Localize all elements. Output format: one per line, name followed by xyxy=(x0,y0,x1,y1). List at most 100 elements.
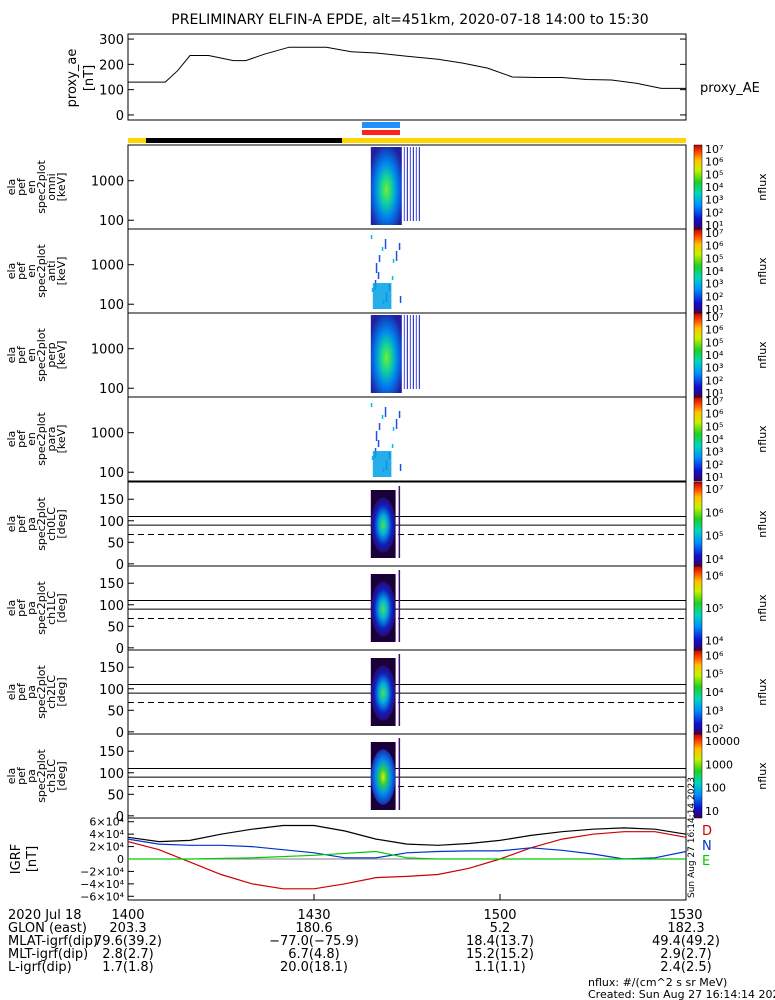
pa-stripe xyxy=(398,486,401,558)
pa-colorbar-tick: 10⁵ xyxy=(705,530,723,543)
ephem-row-label: L-igrf(dip) xyxy=(8,960,72,975)
energy-speckle xyxy=(392,427,395,431)
pa-panel-frame xyxy=(127,565,687,651)
energy-ylabel-2: en xyxy=(25,348,38,362)
energy-panel-3: 1001000elapefenspec2plotpara[keV]10¹10²1… xyxy=(5,395,769,484)
energy-colorbar-tick: 10¹ xyxy=(705,471,723,484)
energy-ylabel-2: perp xyxy=(45,342,58,367)
pa-colorbar-tick: 10⁷ xyxy=(705,483,723,496)
energy-speckle xyxy=(399,464,402,471)
energy-ylabel-2: ela xyxy=(5,347,18,364)
energy-speckle xyxy=(370,235,373,239)
energy-panel-0: 1001000elapefenspec2plotomni[keV]10¹10²1… xyxy=(5,143,769,232)
energy-ylabel-1: [keV] xyxy=(55,257,68,286)
time-axis xyxy=(127,894,687,900)
energy-colorbar-tick: 10⁷ xyxy=(705,143,723,156)
energy-colorbar-tick: 10⁵ xyxy=(705,336,723,349)
energy-colorbar-label: nflux xyxy=(756,173,769,201)
energy-stripe xyxy=(409,315,411,389)
igrf-legend-e: E xyxy=(702,854,710,869)
pa-colorbar-label: nflux xyxy=(756,594,769,622)
energy-colorbar-tick: 10⁵ xyxy=(705,252,723,265)
pa-ytick-label: 50 xyxy=(107,788,124,803)
igrf-ytick-label: −4×10⁴ xyxy=(80,878,124,891)
pa-colorbar-tick: 10⁴ xyxy=(705,553,724,566)
energy-ylabel-3: en xyxy=(25,432,38,446)
pa-colorbar-tick: 10⁴ xyxy=(705,634,724,647)
pa-colorbar-tick: 10⁶ xyxy=(705,570,724,583)
pa-colorbar-tick: 10⁶ xyxy=(705,649,724,662)
ephem-cell: 79.6(39.2) xyxy=(94,934,162,949)
energy-ylabel-3: spec2plot xyxy=(35,412,48,466)
energy-ylabel-3: para xyxy=(45,427,58,452)
igrf-ytick-label: 4×10⁴ xyxy=(89,828,124,841)
pa-ytick-label: 100 xyxy=(99,515,124,530)
pa-colorbar-tick: 1000 xyxy=(705,758,733,771)
igrf-series-e xyxy=(128,850,686,860)
pa-ylabel-1: pa xyxy=(25,601,38,615)
pa-ytick-label: 0 xyxy=(116,810,124,825)
energy-ylabel-3: ela xyxy=(5,431,18,448)
pa-colorbar-1 xyxy=(693,565,703,651)
ephem-cell: 1430 xyxy=(297,908,330,923)
pa-ytick-label: 100 xyxy=(99,599,124,614)
pa-ylabel-3: pef xyxy=(15,766,28,785)
ae-series-line xyxy=(128,46,686,89)
energy-colorbar-tick: 10¹ xyxy=(705,303,723,316)
pa-ylabel-3: pa xyxy=(25,769,38,783)
energy-colorbar-tick: 10¹ xyxy=(705,387,723,400)
energy-colorbar-tick: 10⁶ xyxy=(705,408,724,421)
ephem-cell: 203.3 xyxy=(109,921,146,936)
energy-colorbar-2 xyxy=(693,312,703,398)
pa-spectrogram xyxy=(370,497,396,553)
pa-spectrogram xyxy=(370,665,396,721)
ephem-row-label: MLAT-igrf(dip) xyxy=(8,934,98,949)
energy-colorbar-tick: 10² xyxy=(705,206,723,219)
igrf-ylabel-1: IGRF xyxy=(9,844,24,874)
igrf-series-d xyxy=(127,831,687,890)
igrf-timestamp: Sun Aug 27 16:14:14 2023 xyxy=(687,777,697,898)
pitch-angle-panels: 050100150elapefpaspec2plotch0LC[deg]10⁴1… xyxy=(5,481,769,825)
energy-ylabel-0: en xyxy=(25,180,38,194)
pa-ytick-label: 50 xyxy=(107,620,124,635)
energy-ytick-label: 1000 xyxy=(91,175,124,190)
ephem-cell: 1400 xyxy=(111,908,144,923)
energy-stripe xyxy=(406,315,408,389)
energy-speckle xyxy=(395,251,398,261)
ephem-cell: 180.6 xyxy=(295,921,332,936)
footer-units: nflux: #/(cm^2 s sr MeV) xyxy=(588,976,727,989)
energy-speckle xyxy=(371,456,374,460)
pa-ylabel-0: [deg] xyxy=(55,509,68,538)
igrf-ytick-label: 0 xyxy=(117,853,124,866)
energy-speckle xyxy=(381,415,384,419)
pa-ytick-label: 0 xyxy=(116,558,124,573)
energy-ylabel-2: spec2plot xyxy=(35,328,48,382)
pa-ylabel-1: ela xyxy=(5,600,18,617)
pa-stripe xyxy=(398,738,401,810)
energy-speckle xyxy=(391,276,394,280)
igrf-panel: IGRF [nT] −6×10⁴−4×10⁴−2×10⁴02×10⁴4×10⁴6… xyxy=(9,777,712,903)
energy-speckle xyxy=(370,403,373,407)
pa-spectrogram xyxy=(370,581,396,637)
ae-legend: proxy_AE xyxy=(700,81,760,96)
energy-colorbar-label: nflux xyxy=(756,341,769,369)
energy-stripe xyxy=(418,147,420,221)
energy-colorbar-tick: 10³ xyxy=(705,278,723,291)
pa-colorbar-tick: 10 xyxy=(705,805,719,818)
energy-ytick-label: 100 xyxy=(99,298,124,313)
energy-ylabel-1: anti xyxy=(45,260,58,281)
ephem-row-label: 2020 Jul 18 xyxy=(8,908,82,923)
energy-ylabel-1: spec2plot xyxy=(35,244,48,298)
igrf-legend-d: D xyxy=(702,824,712,839)
pa-ylabel-1: [deg] xyxy=(55,593,68,622)
pa-ytick-label: 150 xyxy=(99,577,124,592)
ephem-cell: 6.7(4.8) xyxy=(288,947,340,962)
energy-stripe xyxy=(412,315,414,389)
energy-ytick-label: 1000 xyxy=(91,343,124,358)
energy-speckle xyxy=(375,431,378,441)
energy-stripe xyxy=(415,315,417,389)
igrf-ytick-label: −6×10⁴ xyxy=(80,890,124,903)
energy-spectrogram xyxy=(370,315,402,393)
